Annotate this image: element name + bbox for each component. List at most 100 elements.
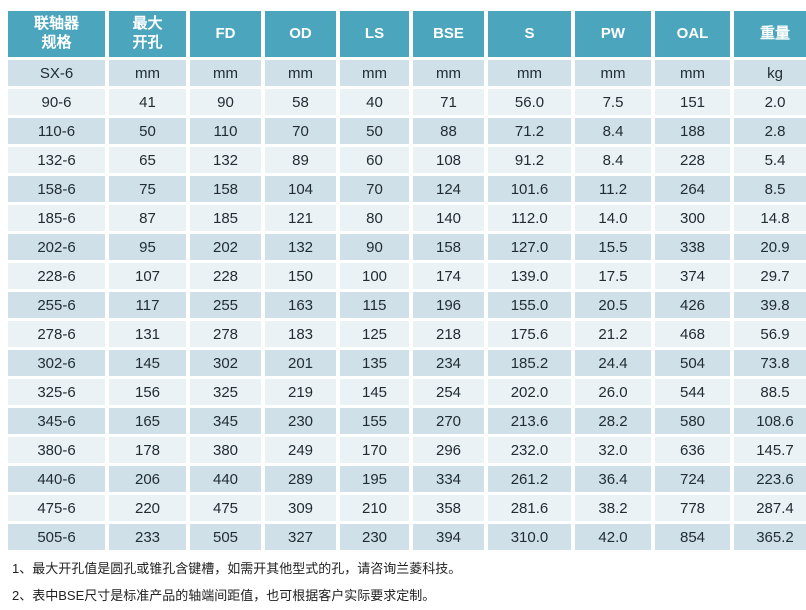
table-row: 158-6 75 158 104 70 124 101.6 11.2 264 8.5 <box>8 176 806 202</box>
spec-cell: 24.4 <box>575 350 651 376</box>
spec-cell: 150 <box>265 263 336 289</box>
spec-cell: 7.5 <box>575 89 651 115</box>
spec-cell: 426 <box>655 292 730 318</box>
table-row: 345-6 165 345 230 155 270 213.6 28.2 580 108.6 <box>8 408 806 434</box>
spec-cell: 155.0 <box>488 292 571 318</box>
spec-cell: 201 <box>265 350 336 376</box>
spec-cell: 185.2 <box>488 350 571 376</box>
spec-cell: 261.2 <box>488 466 571 492</box>
spec-cell: 89 <box>265 147 336 173</box>
spec-cell: 104 <box>265 176 336 202</box>
spec-cell: 234 <box>413 350 484 376</box>
table-row: 505-6 233 505 327 230 394 310.0 42.0 854 365.2 <box>8 524 806 550</box>
spec-cell: 365.2 <box>734 524 806 550</box>
spec-cell: 38.2 <box>575 495 651 521</box>
spec-cell: 40 <box>340 89 409 115</box>
units-row: SX-6 mm mm mm mm mm mm mm mm kg <box>8 60 806 86</box>
spec-cell: 65 <box>109 147 186 173</box>
spec-cell: 230 <box>265 408 336 434</box>
spec-cell: 145 <box>109 350 186 376</box>
spec-cell: 505-6 <box>8 524 105 550</box>
spec-cell: 107 <box>109 263 186 289</box>
spec-cell: 544 <box>655 379 730 405</box>
spec-cell: 90-6 <box>8 89 105 115</box>
spec-cell: 345 <box>190 408 261 434</box>
spec-cell: 468 <box>655 321 730 347</box>
spec-cell: 100 <box>340 263 409 289</box>
spec-cell: 101.6 <box>488 176 571 202</box>
spec-cell: 232.0 <box>488 437 571 463</box>
spec-cell: 17.5 <box>575 263 651 289</box>
spec-cell: 255 <box>190 292 261 318</box>
spec-cell: 202 <box>190 234 261 260</box>
spec-cell: 36.4 <box>575 466 651 492</box>
spec-cell: 124 <box>413 176 484 202</box>
spec-cell: 287.4 <box>734 495 806 521</box>
column-header-s: S <box>488 11 571 57</box>
spec-cell: 327 <box>265 524 336 550</box>
column-header-bse: BSE <box>413 11 484 57</box>
spec-cell: 50 <box>109 118 186 144</box>
spec-cell: 233 <box>109 524 186 550</box>
table-row: 440-6 206 440 289 195 334 261.2 36.4 724 223.6 <box>8 466 806 492</box>
spec-cell: 71 <box>413 89 484 115</box>
spec-cell: 56.0 <box>488 89 571 115</box>
spec-cell: 90 <box>190 89 261 115</box>
spec-cell: 475 <box>190 495 261 521</box>
spec-cell: 202.0 <box>488 379 571 405</box>
spec-cell: 580 <box>655 408 730 434</box>
spec-cell: 56.9 <box>734 321 806 347</box>
spec-cell: 88 <box>413 118 484 144</box>
spec-cell: 15.5 <box>575 234 651 260</box>
spec-cell: 8.4 <box>575 147 651 173</box>
spec-cell: 778 <box>655 495 730 521</box>
spec-cell: 151 <box>655 89 730 115</box>
spec-cell: 20.5 <box>575 292 651 318</box>
spec-cell: 185 <box>190 205 261 231</box>
spec-cell: 158 <box>413 234 484 260</box>
spec-cell: 440-6 <box>8 466 105 492</box>
spec-cell: 71.2 <box>488 118 571 144</box>
spec-cell: 125 <box>340 321 409 347</box>
spec-cell: 334 <box>413 466 484 492</box>
table-row: 302-6 145 302 201 135 234 185.2 24.4 504 73.8 <box>8 350 806 376</box>
column-header-weight: 重量 <box>734 11 806 57</box>
spec-cell: 300 <box>655 205 730 231</box>
spec-cell: 117 <box>109 292 186 318</box>
spec-cell: 50 <box>340 118 409 144</box>
table-header-row: 联轴器 规格 最大 开孔 FD OD LS BSE S PW OAL 重量 <box>8 11 806 57</box>
spec-cell: 228 <box>655 147 730 173</box>
spec-cell: 8.5 <box>734 176 806 202</box>
spec-cell: 21.2 <box>575 321 651 347</box>
spec-cell: 91.2 <box>488 147 571 173</box>
spec-cell: 112.0 <box>488 205 571 231</box>
spec-cell: 255-6 <box>8 292 105 318</box>
spec-cell: 281.6 <box>488 495 571 521</box>
spec-cell: 70 <box>265 118 336 144</box>
spec-cell: 2.0 <box>734 89 806 115</box>
units-cell: mm <box>265 60 336 86</box>
column-header-od: OD <box>265 11 336 57</box>
spec-cell: 278 <box>190 321 261 347</box>
table-row: 325-6 156 325 219 145 254 202.0 26.0 544 88.5 <box>8 379 806 405</box>
spec-cell: 254 <box>413 379 484 405</box>
spec-cell: 132-6 <box>8 147 105 173</box>
spec-cell: 87 <box>109 205 186 231</box>
column-header-spec: 联轴器 规格 <box>8 11 105 57</box>
units-cell: mm <box>413 60 484 86</box>
spec-cell: 139.0 <box>488 263 571 289</box>
spec-cell: 145.7 <box>734 437 806 463</box>
spec-cell: 165 <box>109 408 186 434</box>
spec-cell: 394 <box>413 524 484 550</box>
spec-cell: 132 <box>265 234 336 260</box>
spec-cell: 264 <box>655 176 730 202</box>
spec-cell: 218 <box>413 321 484 347</box>
spec-cell: 196 <box>413 292 484 318</box>
spec-cell: 8.4 <box>575 118 651 144</box>
spec-cell: 210 <box>340 495 409 521</box>
spec-cell: 108 <box>413 147 484 173</box>
spec-cell: 115 <box>340 292 409 318</box>
spec-cell: 75 <box>109 176 186 202</box>
spec-cell: 220 <box>109 495 186 521</box>
